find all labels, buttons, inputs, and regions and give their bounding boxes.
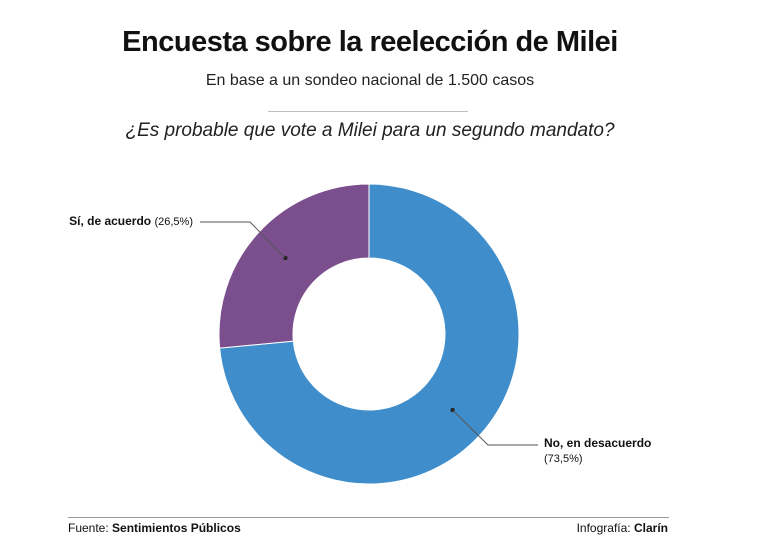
source-label: Fuente: (68, 521, 109, 535)
footer-source: Fuente: Sentimientos Públicos (68, 521, 241, 535)
callout-line-si-de-acuerdo (200, 221, 286, 259)
footer-credit: Infografía: Clarín (577, 521, 668, 535)
slice-no-en-desacuerdo (219, 183, 520, 485)
credit-name: Clarín (633, 521, 668, 535)
slice-category-si-de-acuerdo: Sí, de acuerdo (69, 214, 154, 228)
slice-label-no-en-desacuerdo: No, en desacuerdo (544, 436, 651, 450)
slice-value-si-de-acuerdo: (26,5%) (154, 216, 193, 228)
slice-value-no-en-desacuerdo: (73,5%) (544, 453, 583, 465)
chart-title: Encuesta sobre la reelección de Milei (122, 26, 618, 58)
survey-question: ¿Es probable que vote a Milei para un se… (125, 120, 615, 141)
chart-subtitle: En base a un sondeo nacional de 1.500 ca… (205, 72, 535, 89)
slice-label-si-de-acuerdo: Sí, de acuerdo (26,5%) (69, 214, 193, 228)
credit-label: Infografía: (576, 521, 631, 535)
callout-line-no-en-desacuerdo (452, 409, 538, 446)
source-name: Sentimientos Públicos (112, 521, 241, 535)
slice-si-de-acuerdo (218, 183, 370, 349)
footer-divider (68, 517, 669, 518)
divider (268, 111, 468, 112)
